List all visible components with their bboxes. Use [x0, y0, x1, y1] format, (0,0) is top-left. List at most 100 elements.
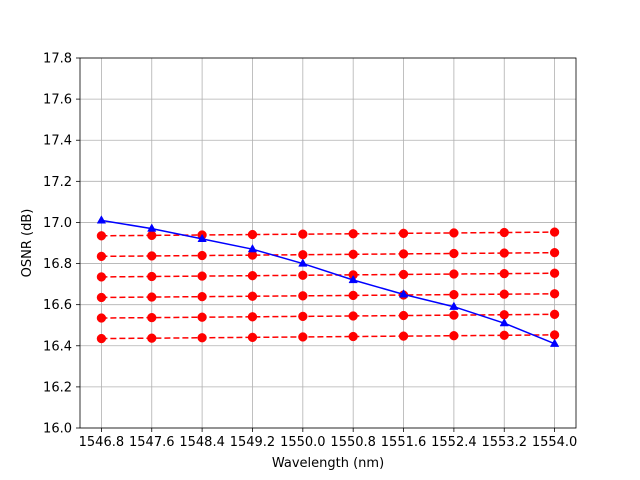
y-axis: 16.0 16.2 16.4 16.6 16.8 17.0 17.2 17.4 17.6 17.8 — [43, 52, 80, 437]
series-line — [101, 293, 555, 299]
series-6 — [96, 330, 560, 344]
data-point — [499, 310, 509, 320]
data-point — [549, 338, 560, 347]
data-point — [298, 311, 308, 322]
y-tick-label: 17.6 — [43, 93, 72, 108]
data-point — [147, 230, 157, 241]
x-tick-label: 1552.4 — [431, 435, 477, 450]
x-tick-label: 1546.8 — [79, 435, 125, 450]
x-tick-label: 1550.0 — [280, 435, 326, 450]
plot-frame — [79, 57, 577, 429]
data-point — [147, 223, 157, 232]
data-point — [348, 290, 358, 301]
series-line — [101, 313, 555, 319]
series-3 — [96, 268, 560, 282]
data-point — [549, 309, 560, 319]
y-tick-label: 16.4 — [43, 339, 72, 354]
data-point — [247, 332, 258, 343]
data-point — [197, 250, 207, 261]
data-point — [197, 333, 207, 343]
data-point — [147, 292, 157, 302]
data-point — [348, 311, 358, 321]
data-point — [348, 229, 358, 239]
data-point — [247, 244, 258, 253]
data-point — [197, 292, 207, 302]
data-point — [247, 312, 258, 322]
y-tick-label: 16.0 — [43, 422, 72, 437]
data-point — [348, 331, 358, 342]
data-point — [549, 268, 560, 278]
x-tick-label: 1549.2 — [230, 435, 276, 450]
series-1 — [96, 227, 560, 241]
data-point — [499, 318, 509, 327]
data-point — [147, 251, 157, 261]
data-point — [96, 313, 107, 323]
data-point — [499, 248, 509, 258]
x-tick-label: 1554.0 — [532, 435, 578, 450]
y-tick-label: 16.8 — [43, 257, 72, 272]
data-point — [96, 251, 107, 262]
data-point — [197, 312, 207, 322]
data-point — [549, 289, 560, 299]
data-point — [398, 310, 409, 321]
y-axis-label: OSNR (dB) — [20, 209, 35, 278]
x-axis-label: Wavelength (nm) — [272, 456, 384, 471]
data-point — [298, 258, 308, 267]
data-point — [449, 331, 459, 341]
series-line — [101, 334, 555, 340]
grid — [80, 57, 576, 429]
x-tick-label: 1553.2 — [481, 435, 527, 450]
data-point — [147, 271, 157, 282]
data-point — [147, 312, 157, 323]
data-point — [499, 268, 509, 279]
data-point — [247, 291, 258, 301]
data-point — [348, 249, 358, 259]
data-point — [197, 271, 207, 281]
x-tick-label: 1547.6 — [129, 435, 175, 450]
data-point — [549, 330, 560, 340]
data-point — [398, 289, 409, 298]
data-point — [247, 229, 258, 240]
data-point — [398, 331, 409, 341]
data-point — [449, 269, 459, 279]
data-point — [298, 332, 308, 342]
data-point — [499, 227, 509, 238]
y-tick-label: 17.0 — [43, 216, 72, 231]
y-tick-label: 17.8 — [43, 52, 72, 67]
data-point — [449, 289, 459, 300]
series-line — [101, 272, 555, 278]
data-point — [96, 333, 107, 344]
data-point — [247, 271, 258, 281]
x-tick-label: 1548.4 — [179, 435, 225, 450]
series-line — [101, 219, 555, 345]
data-point — [147, 333, 157, 343]
data-point — [298, 229, 308, 239]
data-point — [298, 291, 308, 301]
y-tick-label: 16.2 — [43, 380, 72, 395]
data-point — [449, 228, 459, 238]
series-line — [101, 231, 555, 237]
data-point — [298, 270, 308, 280]
x-tick-label: 1551.6 — [381, 435, 427, 450]
series-4 — [96, 289, 560, 303]
series-layer — [96, 215, 560, 347]
data-point — [499, 289, 509, 299]
series-line — [101, 251, 555, 258]
series-2 — [96, 248, 560, 262]
data-point — [499, 330, 509, 340]
x-axis: 1546.8 1547.6 1548.4 1549.2 1550.0 1550.8 1551… — [79, 428, 578, 450]
data-point — [549, 248, 560, 258]
data-point — [449, 310, 459, 320]
data-point — [96, 215, 107, 224]
data-point — [398, 249, 409, 259]
data-point — [398, 269, 409, 280]
data-point — [96, 292, 107, 303]
data-point — [449, 301, 459, 310]
x-tick-label: 1550.8 — [330, 435, 376, 450]
data-point — [449, 248, 459, 259]
data-point — [96, 231, 107, 241]
y-tick-label: 16.6 — [43, 298, 72, 313]
data-point — [298, 250, 308, 260]
data-point — [549, 227, 560, 237]
